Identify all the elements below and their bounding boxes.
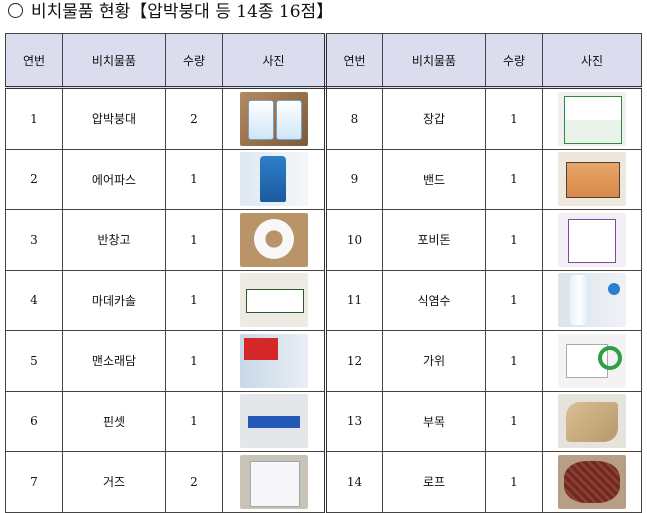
header-qty: 수량 — [165, 33, 223, 89]
cell-photo — [222, 330, 327, 392]
cell-item: 압박붕대 — [62, 87, 166, 150]
cell-photo — [222, 390, 327, 452]
cell-qty: 1 — [485, 330, 543, 392]
cell-no: 14 — [325, 451, 383, 513]
cell-item: 식염수 — [382, 269, 486, 331]
cell-qty: 1 — [165, 390, 223, 452]
cell-photo — [542, 330, 642, 392]
header-photo: 사진 — [542, 33, 642, 89]
table-header-row: 연번 비치물품 수량 사진 연번 비치물품 수량 사진 — [5, 33, 642, 89]
cell-item: 에어파스 — [62, 148, 166, 210]
table-row: 7 거즈 2 14 로프 1 — [5, 451, 642, 513]
cell-item: 포비돈 — [382, 209, 486, 271]
madecasol-photo — [239, 273, 308, 328]
cell-qty: 1 — [165, 148, 223, 210]
cell-qty: 1 — [165, 209, 223, 271]
header-item: 비치물품 — [62, 33, 166, 89]
header-photo: 사진 — [222, 33, 327, 89]
cell-qty: 1 — [485, 269, 543, 331]
inventory-table: 연번 비치물품 수량 사진 연번 비치물품 수량 사진 1 압박붕대 2 8 장… — [5, 33, 642, 513]
cell-no: 8 — [325, 87, 383, 150]
cell-no: 4 — [5, 269, 63, 331]
cell-photo — [542, 269, 642, 331]
cell-no: 11 — [325, 269, 383, 331]
cell-photo — [542, 451, 642, 513]
cell-no: 1 — [5, 87, 63, 150]
cell-photo — [542, 390, 642, 452]
cell-no: 9 — [325, 148, 383, 210]
povidone-photo — [558, 212, 626, 267]
cell-no: 2 — [5, 148, 63, 210]
cell-photo — [222, 451, 327, 513]
cell-photo — [222, 269, 327, 331]
rope-photo — [558, 454, 626, 509]
band-photo — [558, 152, 626, 207]
table-row: 1 압박붕대 2 8 장갑 1 — [5, 87, 642, 150]
compression-bandage-photo — [239, 91, 308, 146]
table-row: 5 맨소래담 1 12 가위 1 — [5, 330, 642, 392]
header-qty: 수량 — [485, 33, 543, 89]
header-item: 비치물품 — [382, 33, 486, 89]
cell-item: 거즈 — [62, 451, 166, 513]
mentholatum-photo — [239, 333, 308, 388]
cell-item: 핀셋 — [62, 390, 166, 452]
cell-item: 맨소래담 — [62, 330, 166, 392]
cell-no: 7 — [5, 451, 63, 513]
splint-photo — [558, 394, 626, 449]
cell-qty: 1 — [485, 148, 543, 210]
cell-item: 밴드 — [382, 148, 486, 210]
gauze-photo — [239, 454, 308, 509]
cell-photo — [542, 209, 642, 271]
cell-photo — [222, 87, 327, 150]
cell-no: 5 — [5, 330, 63, 392]
cell-item: 로프 — [382, 451, 486, 513]
cell-qty: 1 — [485, 451, 543, 513]
saline-photo — [558, 273, 626, 328]
header-no: 연번 — [5, 33, 63, 89]
cell-item: 장갑 — [382, 87, 486, 150]
cell-qty: 2 — [165, 451, 223, 513]
cell-no: 3 — [5, 209, 63, 271]
table-row: 4 마데카솔 1 11 식염수 1 — [5, 269, 642, 331]
cell-qty: 2 — [165, 87, 223, 150]
cell-item: 부목 — [382, 390, 486, 452]
cell-qty: 1 — [485, 390, 543, 452]
header-no: 연번 — [325, 33, 383, 89]
cell-qty: 1 — [485, 87, 543, 150]
table-row: 2 에어파스 1 9 밴드 1 — [5, 148, 642, 210]
scissors-photo — [558, 333, 626, 388]
cell-item: 반창고 — [62, 209, 166, 271]
page-title-text: 비치물품 현황【압박붕대 등 14종 16점】 — [31, 2, 334, 22]
cell-photo — [222, 148, 327, 210]
cell-no: 12 — [325, 330, 383, 392]
circle-bullet-icon — [8, 3, 23, 18]
tweezers-photo — [239, 394, 308, 449]
cell-item: 가위 — [382, 330, 486, 392]
cell-item: 마데카솔 — [62, 269, 166, 331]
cell-photo — [222, 209, 327, 271]
cell-no: 6 — [5, 390, 63, 452]
cell-no: 10 — [325, 209, 383, 271]
cell-photo — [542, 148, 642, 210]
adhesive-tape-photo — [239, 212, 308, 267]
air-pas-spray-photo — [239, 152, 308, 207]
cell-qty: 1 — [165, 330, 223, 392]
page-title: 비치물품 현황【압박붕대 등 14종 16점】 — [8, 0, 333, 26]
gloves-photo — [558, 91, 626, 146]
cell-no: 13 — [325, 390, 383, 452]
cell-qty: 1 — [165, 269, 223, 331]
cell-qty: 1 — [485, 209, 543, 271]
cell-photo — [542, 87, 642, 150]
table-row: 3 반창고 1 10 포비돈 1 — [5, 209, 642, 271]
table-row: 6 핀셋 1 13 부목 1 — [5, 390, 642, 452]
